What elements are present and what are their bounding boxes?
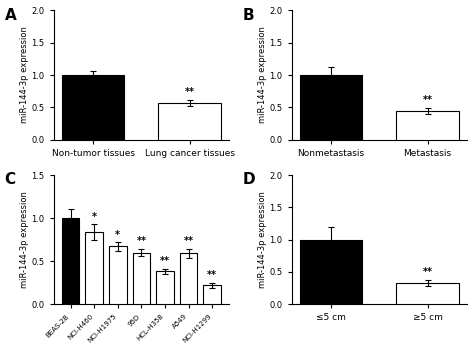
Text: **: ** <box>423 95 433 105</box>
Y-axis label: miR-144-3p expression: miR-144-3p expression <box>258 191 267 288</box>
Bar <box>85 232 103 304</box>
Y-axis label: miR-144-3p expression: miR-144-3p expression <box>20 191 29 288</box>
Bar <box>180 253 198 304</box>
Bar <box>396 283 459 304</box>
Text: B: B <box>243 8 254 23</box>
Text: **: ** <box>185 87 195 97</box>
Bar <box>156 271 174 304</box>
Text: **: ** <box>160 256 170 266</box>
Text: **: ** <box>137 237 146 246</box>
Bar <box>62 218 79 304</box>
Text: *: * <box>115 230 120 240</box>
Bar <box>300 240 363 304</box>
Text: C: C <box>5 172 16 187</box>
Bar <box>133 252 150 304</box>
Text: D: D <box>243 172 255 187</box>
Y-axis label: miR-144-3p expression: miR-144-3p expression <box>258 27 267 124</box>
Bar <box>396 111 459 140</box>
Text: **: ** <box>423 267 433 277</box>
Text: *: * <box>91 212 97 221</box>
Text: A: A <box>5 8 16 23</box>
Bar <box>62 75 125 140</box>
Bar <box>158 103 221 140</box>
Bar <box>300 75 363 140</box>
Y-axis label: miR-144-3p expression: miR-144-3p expression <box>20 27 29 124</box>
Bar <box>203 285 221 304</box>
Text: **: ** <box>207 270 217 280</box>
Text: **: ** <box>183 237 193 246</box>
Bar <box>109 246 127 304</box>
